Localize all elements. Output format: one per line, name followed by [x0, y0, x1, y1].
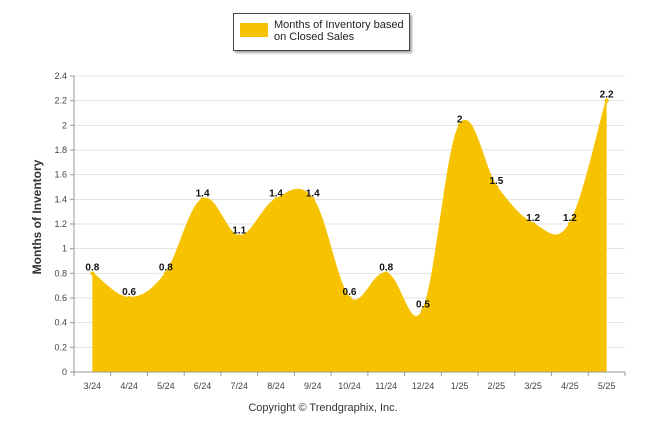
y-axis-ticks: 0 0.2 0.4 0.6 0.8 1 1.2 1.4 1.6 1.8 2 2.2 2.4 — [54, 71, 74, 377]
data-label: 1.2 — [563, 213, 577, 224]
y-tick-label: 2.4 — [54, 71, 67, 81]
x-tick-label: 5/25 — [598, 381, 616, 391]
data-point[interactable] — [420, 308, 425, 313]
y-tick-label: 0.2 — [54, 342, 67, 352]
data-point[interactable] — [200, 197, 205, 202]
x-tick-label: 4/24 — [120, 381, 138, 391]
y-tick-label: 0.4 — [54, 318, 67, 328]
x-tick-label: 7/24 — [231, 381, 249, 391]
data-label: 1.5 — [489, 176, 503, 187]
y-tick-label: 0 — [62, 367, 67, 377]
y-tick-label: 0.8 — [54, 268, 67, 278]
legend-label-line1: Months of Inventory based — [274, 19, 404, 31]
data-label: 0.5 — [416, 299, 430, 310]
x-tick-label: 10/24 — [338, 381, 361, 391]
data-labels: 0.8 0.6 0.8 1.4 1.1 1.4 1.4 0.6 0.8 0.5 2 1.5 1.2 1.2… — [85, 90, 614, 311]
data-point[interactable] — [457, 123, 462, 128]
data-label: 2 — [457, 114, 463, 125]
data-label: 2.2 — [600, 90, 614, 101]
data-label: 0.8 — [379, 262, 393, 273]
x-tick-label: 9/24 — [304, 381, 322, 391]
data-point[interactable] — [347, 296, 352, 300]
legend-swatch — [240, 23, 268, 37]
series-area[interactable] — [92, 100, 607, 373]
data-label: 0.6 — [343, 287, 357, 298]
series-area-layer — [90, 98, 609, 373]
y-tick-label: 1 — [62, 244, 67, 254]
series-line — [91, 100, 608, 319]
data-point[interactable] — [127, 296, 132, 300]
data-point[interactable] — [274, 197, 279, 202]
x-tick-label: 12/24 — [412, 381, 435, 391]
data-label: 0.8 — [85, 262, 99, 273]
data-label: 1.4 — [306, 188, 320, 199]
y-tick-label: 2 — [62, 120, 67, 130]
x-tick-label: 11/24 — [375, 381, 397, 391]
data-point[interactable] — [567, 222, 572, 226]
data-point[interactable] — [494, 185, 499, 189]
data-label: 1.2 — [526, 213, 540, 224]
copyright-footer: Copyright © Trendgraphix, Inc. — [248, 402, 398, 414]
data-label: 1.4 — [269, 188, 283, 199]
data-point[interactable] — [604, 98, 609, 103]
data-point[interactable] — [163, 271, 168, 276]
data-point[interactable] — [531, 222, 536, 226]
data-label: 0.6 — [122, 287, 136, 298]
x-tick-label: 5/24 — [157, 381, 175, 391]
x-axis-ticks: 3/24 4/24 5/24 6/24 7/24 8/24 9/24 10/24 11/24 12… — [73, 372, 626, 391]
y-tick-label: 1.2 — [54, 219, 67, 229]
x-tick-label: 8/24 — [267, 381, 285, 391]
y-tick-label: 1.8 — [54, 145, 67, 155]
x-tick-label: 4/25 — [561, 381, 579, 391]
legend-label-line2: on Closed Sales — [274, 31, 355, 43]
data-point[interactable] — [310, 197, 315, 202]
x-tick-label: 3/24 — [84, 381, 102, 391]
x-tick-label: 1/25 — [451, 381, 469, 391]
legend-label: Months of Inventory based on Closed Sale… — [274, 19, 404, 43]
y-tick-label: 2.2 — [54, 96, 67, 106]
data-label: 1.4 — [196, 188, 210, 199]
data-point[interactable] — [90, 271, 95, 276]
legend[interactable]: Months of Inventory based on Closed Sale… — [233, 13, 410, 51]
x-tick-label: 6/24 — [194, 381, 212, 391]
data-label: 0.8 — [159, 262, 173, 273]
data-point[interactable] — [384, 271, 389, 276]
y-tick-label: 0.6 — [54, 293, 67, 303]
data-point[interactable] — [237, 234, 242, 239]
x-tick-label: 2/25 — [488, 381, 506, 391]
y-tick-label: 1.6 — [54, 170, 67, 180]
x-tick-label: 3/25 — [524, 381, 542, 391]
y-tick-label: 1.4 — [54, 194, 67, 204]
y-axis-title: Months of Inventory — [30, 159, 44, 274]
data-label: 1.1 — [232, 225, 246, 236]
